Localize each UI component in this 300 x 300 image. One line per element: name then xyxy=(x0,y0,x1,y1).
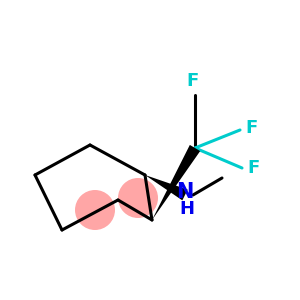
Text: F: F xyxy=(247,159,259,177)
Text: H: H xyxy=(179,200,194,218)
Text: N: N xyxy=(176,182,194,202)
Polygon shape xyxy=(152,145,200,220)
Circle shape xyxy=(118,178,158,218)
Text: F: F xyxy=(186,72,198,90)
Circle shape xyxy=(75,190,115,230)
Text: F: F xyxy=(245,119,257,137)
Polygon shape xyxy=(145,175,188,200)
